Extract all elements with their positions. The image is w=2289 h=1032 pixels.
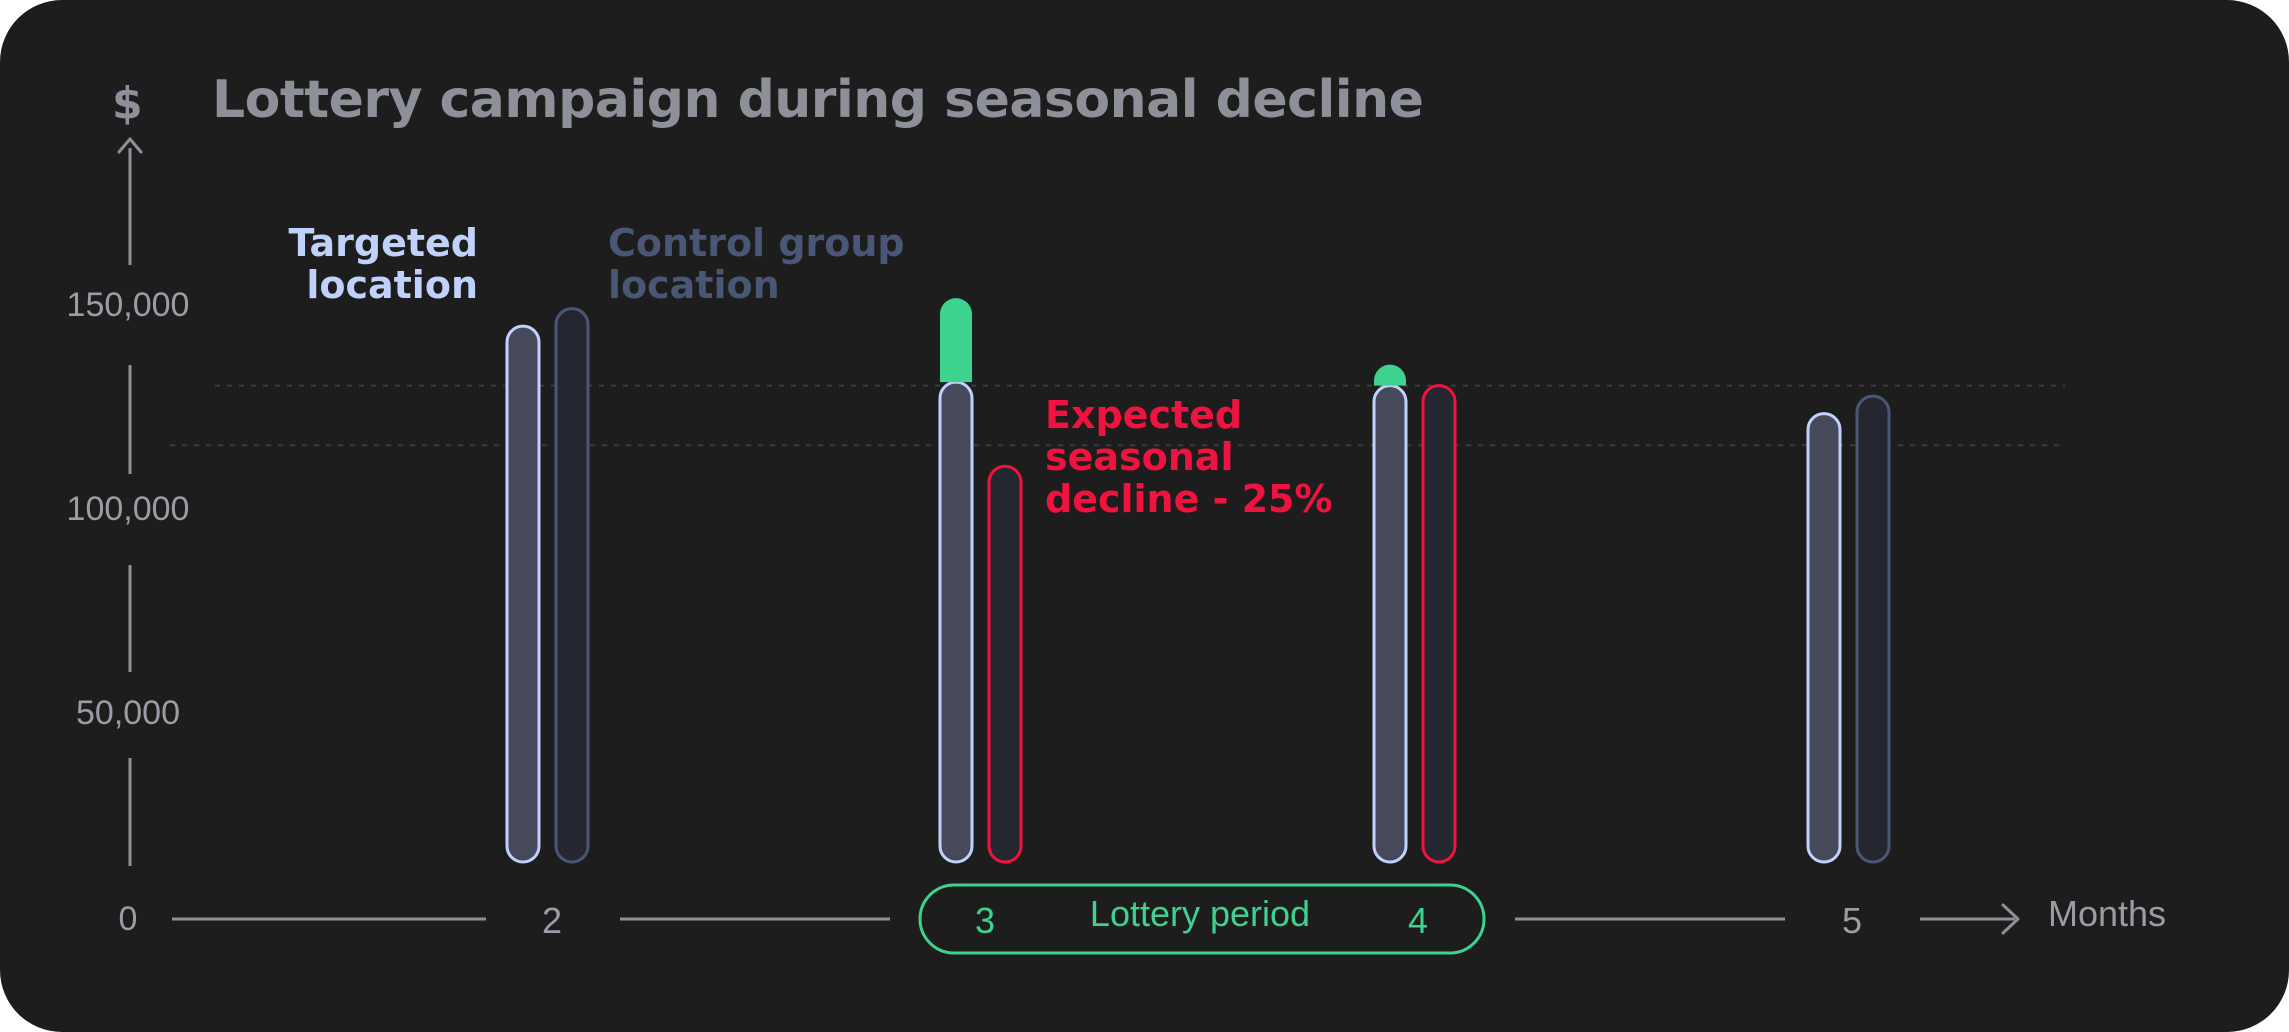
lottery-period-bracket: [918, 883, 1486, 955]
y-axis-arrow: [117, 137, 143, 154]
x-tick-label-2: 2: [541, 900, 563, 941]
x-axis-label: Months: [2048, 893, 2167, 934]
x-tick-label-3: 3: [974, 900, 996, 941]
bar-targeted-month-5: [1806, 412, 1842, 864]
bar-control-month-4: [1421, 384, 1457, 864]
y-tick-label-100000: 100,000: [66, 490, 190, 528]
seasonal-decline-annotation: Expected seasonal decline - 25%: [1045, 393, 1333, 521]
y-axis-unit-label: $: [112, 78, 143, 129]
bar-targeted-month-3: [938, 380, 974, 864]
y-tick-label-150000: 150,000: [66, 286, 190, 324]
chart-title: Lottery campaign during seasonal decline: [212, 70, 1424, 130]
bar-control-month-5: [1855, 394, 1891, 864]
y-tick-label-0: 0: [118, 900, 138, 938]
x-tick-label-4: 4: [1407, 900, 1429, 941]
bar-lottery-uplift-month-3: [940, 298, 972, 383]
legend-targeted-location: Targeted location: [288, 221, 478, 307]
x-tick-label-5: 5: [1841, 900, 1863, 941]
legend-control-group-location: Control group location: [608, 221, 905, 307]
x-axis-arrow: [2001, 903, 2020, 935]
lottery-period-label: Lottery period: [1089, 893, 1311, 934]
bar-lottery-uplift-month-4: [1374, 364, 1406, 386]
bar-targeted-month-4: [1372, 384, 1408, 864]
bar-control-month-2: [554, 307, 590, 864]
y-tick-label-50000: 50,000: [76, 694, 180, 732]
bar-targeted-month-2: [505, 324, 541, 864]
bar-control-month-3: [987, 464, 1023, 864]
